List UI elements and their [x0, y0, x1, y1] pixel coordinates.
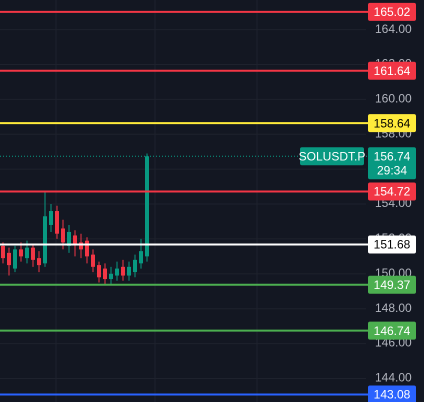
level-label: 158.64 — [374, 116, 411, 130]
y-tick-label: 164.00 — [375, 22, 412, 36]
level-label: 146.74 — [374, 324, 411, 338]
level-badge — [368, 61, 416, 80]
symbol-label: SOLUSDT.P — [299, 149, 366, 163]
y-tick-label: 148.00 — [375, 301, 412, 315]
level-badge — [368, 182, 416, 201]
y-tick-label: 144.00 — [375, 371, 412, 385]
candle-body — [43, 216, 47, 264]
level-label: 154.72 — [374, 185, 411, 199]
candle-body — [31, 247, 35, 260]
candle-body — [49, 211, 53, 225]
last-price-badge — [368, 147, 416, 180]
level-label: 151.68 — [374, 238, 411, 252]
candle-body — [79, 242, 83, 250]
level-badge — [368, 321, 416, 340]
candle-body — [133, 259, 137, 273]
candle-body — [13, 249, 17, 269]
level-badge — [368, 114, 416, 133]
candle-body — [121, 266, 125, 276]
candle-body — [115, 268, 119, 276]
level-label: 165.02 — [374, 5, 411, 19]
level-badge — [368, 385, 416, 402]
candle-body — [145, 156, 149, 257]
candle-body — [19, 249, 23, 257]
candle-body — [127, 266, 131, 276]
level-label: 149.37 — [374, 278, 411, 292]
level-label: 143.08 — [374, 388, 411, 402]
candle-body — [73, 235, 77, 245]
level-label: 161.64 — [374, 64, 411, 78]
candle-body — [1, 245, 5, 259]
countdown-label: 29:34 — [377, 163, 407, 177]
candle-body — [67, 231, 71, 246]
candle-body — [25, 247, 29, 259]
candle-body — [103, 268, 107, 280]
candle-body — [55, 211, 59, 234]
candle-body — [85, 240, 89, 257]
level-badge — [368, 235, 416, 254]
candle-body — [109, 273, 113, 280]
candle-body — [91, 254, 95, 267]
symbol-badge — [300, 147, 364, 166]
candle-body — [37, 258, 41, 266]
level-badge — [368, 2, 416, 21]
last-price-label: 156.74 — [374, 149, 411, 163]
y-tick-label: 160.00 — [375, 92, 412, 106]
candle-body — [139, 251, 143, 264]
candle-body — [97, 265, 101, 278]
candle-body — [61, 228, 65, 243]
candle-body — [7, 252, 11, 266]
level-badge — [368, 275, 416, 294]
